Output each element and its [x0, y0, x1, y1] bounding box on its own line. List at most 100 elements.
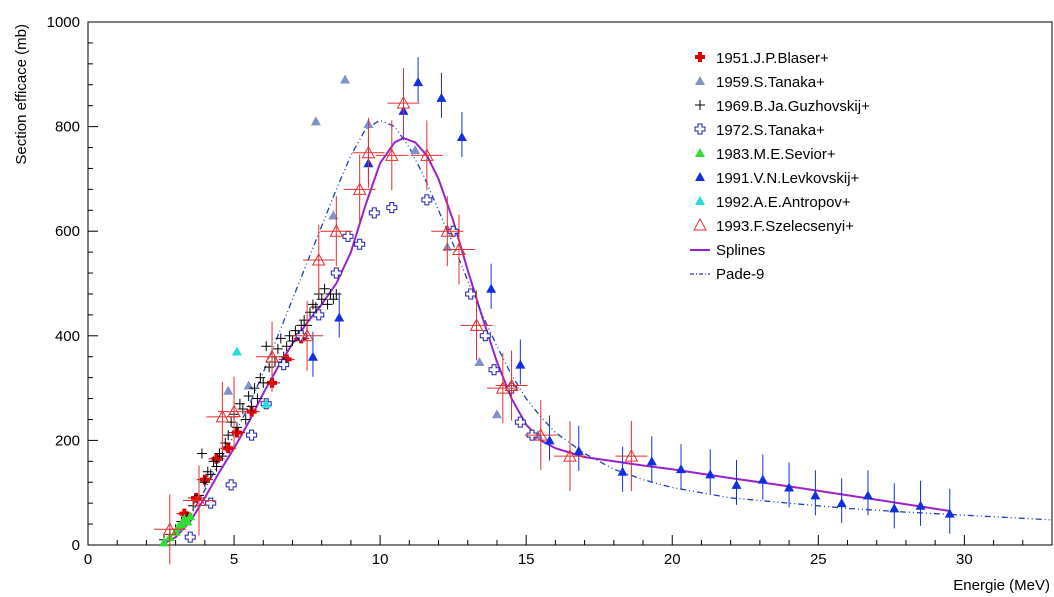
- data-point: [211, 453, 222, 464]
- data-point: [386, 202, 398, 214]
- legend-label: 1983.M.E.Sevior+: [716, 146, 836, 163]
- y-axis-label: Section efficace (mb): [13, 24, 30, 165]
- data-point: [533, 428, 548, 441]
- data-point: [281, 354, 292, 365]
- legend-label: 1959.S.Tanaka+: [716, 74, 825, 91]
- data-point: [331, 288, 342, 299]
- x-tick-label: 30: [956, 551, 973, 568]
- legend-marker: [695, 52, 705, 62]
- data-point: [211, 461, 222, 472]
- data-point: [265, 349, 279, 363]
- data-point: [310, 302, 321, 313]
- data-point: [261, 341, 272, 352]
- data-point: [617, 466, 628, 476]
- data-point: [223, 443, 234, 454]
- data-point: [676, 464, 687, 474]
- data-point: [705, 469, 716, 479]
- y-tick-label: 400: [55, 328, 80, 345]
- data-point: [504, 378, 519, 391]
- data-point: [176, 519, 187, 529]
- data-point: [334, 312, 345, 322]
- legend-label: 1991.V.N.Levkovskij+: [716, 170, 860, 187]
- y-tick-label: 200: [55, 432, 80, 449]
- data-point: [469, 318, 484, 331]
- pade-curve: [160, 119, 1053, 546]
- plot-frame: [87, 21, 1053, 546]
- data-point: [486, 283, 497, 293]
- data-point: [311, 252, 326, 266]
- data-point: [563, 449, 577, 462]
- data-point: [272, 343, 283, 354]
- legend-label: 1992.A.E.Antropov+: [716, 194, 851, 211]
- legend-marker: [695, 76, 705, 85]
- data-point: [290, 325, 301, 336]
- data-point: [328, 294, 339, 305]
- data-point: [162, 522, 177, 535]
- data-point: [313, 309, 325, 321]
- data-point: [287, 336, 298, 347]
- data-point: [944, 508, 955, 518]
- x-tick-label: 15: [518, 551, 535, 568]
- data-point: [246, 406, 257, 417]
- data-point: [208, 456, 219, 467]
- data-point: [757, 474, 768, 484]
- legend-marker: [693, 217, 707, 231]
- data-point: [330, 267, 342, 279]
- data-point: [243, 380, 254, 390]
- data-point: [452, 242, 466, 256]
- data-point: [862, 490, 873, 500]
- data-point: [192, 493, 206, 507]
- data-point: [205, 497, 217, 509]
- data-points: [153, 57, 955, 565]
- y-tick-label: 0: [72, 537, 80, 554]
- data-point: [479, 330, 491, 342]
- data-point: [184, 531, 196, 543]
- data-point: [624, 449, 639, 462]
- data-point: [368, 207, 380, 219]
- legend: 1951.J.P.Blaser+ 1959.S.Tanaka+ 1969.B.Ja.…: [690, 50, 870, 283]
- x-axis-label: Energie (MeV): [953, 577, 1050, 594]
- data-point: [410, 145, 421, 155]
- data-point: [889, 503, 900, 513]
- data-point: [436, 92, 447, 102]
- data-point: [421, 194, 433, 206]
- data-point: [340, 74, 351, 84]
- data-point: [413, 77, 424, 87]
- data-point: [191, 492, 202, 503]
- data-point: [215, 409, 230, 423]
- data-point: [544, 435, 555, 445]
- legend-label: 1993.F.Szelecsenyi+: [716, 218, 854, 235]
- data-point: [258, 377, 269, 388]
- data-point: [307, 351, 318, 361]
- data-point: [264, 362, 275, 373]
- x-tick-label: 0: [84, 551, 92, 568]
- data-point: [231, 346, 242, 356]
- data-point: [384, 148, 399, 161]
- data-point: [396, 96, 411, 109]
- y-tick-label: 800: [55, 119, 80, 136]
- data-point: [223, 385, 234, 395]
- data-point: [261, 398, 272, 408]
- data-point: [465, 288, 477, 300]
- data-point: [915, 500, 926, 510]
- data-point: [316, 294, 327, 305]
- data-point: [646, 456, 657, 466]
- data-point: [488, 364, 500, 376]
- data-point: [329, 224, 344, 237]
- data-point: [342, 230, 354, 242]
- data-point: [255, 372, 266, 383]
- data-point: [278, 359, 290, 371]
- data-point: [182, 516, 193, 526]
- data-point: [170, 526, 181, 536]
- axes: 0 5 10 15 20 25 30 0 200 400 600 800 1000: [47, 14, 1053, 568]
- data-point: [217, 451, 228, 462]
- data-point: [440, 224, 455, 237]
- data-point: [310, 116, 321, 126]
- legend-marker: [695, 196, 705, 205]
- legend-label: Pade-9: [716, 266, 764, 283]
- legend-marker: [694, 123, 706, 135]
- data-point: [836, 498, 847, 508]
- y-tick-label: 600: [55, 223, 80, 240]
- legend-label: Splines: [716, 242, 765, 259]
